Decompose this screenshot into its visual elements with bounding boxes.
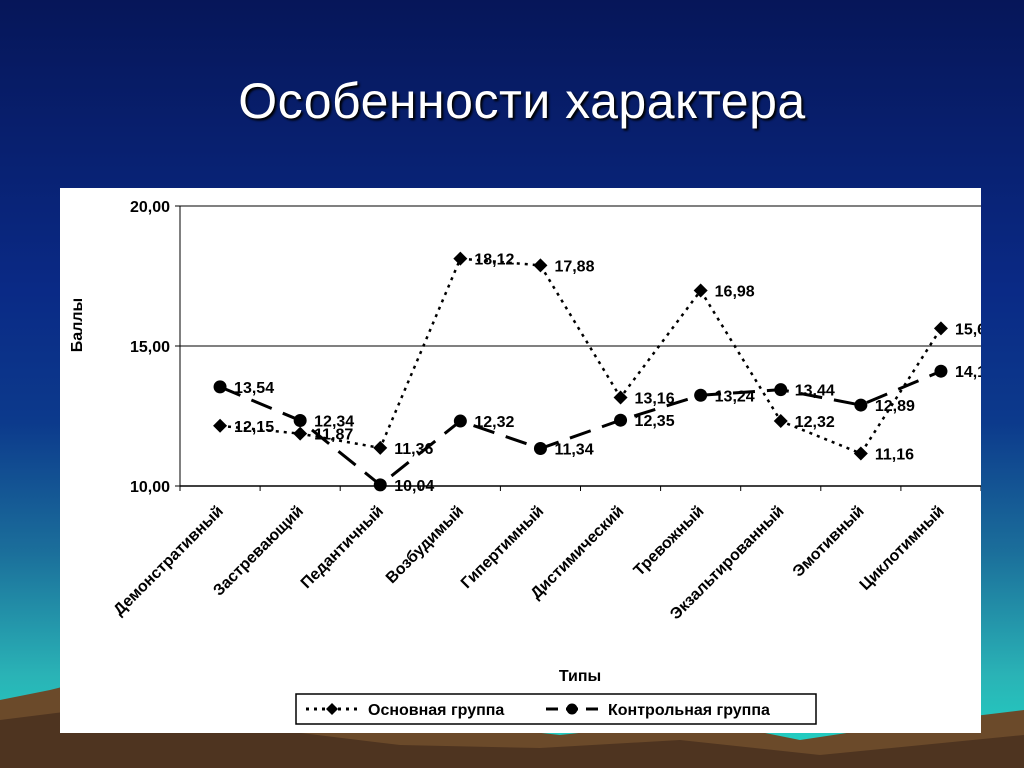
data-point [934,364,948,378]
x-axis: ДемонстративныйЗастревающийПедантичныйВо… [111,485,981,623]
line-chart: 10,00 15,00 20,00 ДемонстративныйЗастреваю… [69,199,981,725]
data-point [373,440,388,455]
y-axis: 10,00 15,00 20,00 [130,199,181,496]
data-point [853,446,868,461]
data-label: 11,87 [314,427,353,444]
legend-label: Контрольная группа [608,702,770,719]
x-tick-label: Демонстративный [111,503,227,619]
series-line [219,369,942,487]
data-label: 13,44 [795,383,835,400]
legend-label: Основная группа [368,702,504,719]
series-markers [213,251,948,492]
data-label: 12,89 [875,398,915,415]
x-tick-label: Застревающий [210,503,307,600]
data-label: 17,88 [554,258,594,275]
chart-panel: 10,00 15,00 20,00 Демонстративный Застреваю… [60,188,981,733]
data-point [213,380,227,394]
data-label: 12,32 [474,414,514,431]
data-point [933,321,948,336]
data-label: 12,35 [635,413,675,430]
x-tick-label: Гипертимный [458,503,547,592]
data-point [293,426,308,441]
x-tick-label: Тревожный [631,503,708,580]
data-point [693,283,708,298]
data-label: 13,24 [715,388,755,405]
data-label: 10,04 [394,478,434,495]
x-tick-label: Циклотимный [857,503,948,594]
data-label: 11,16 [875,447,914,464]
slide-title: Особенности характера [238,73,806,129]
x-axis-title: Типы [559,668,601,685]
data-label: 14,10 [955,364,981,381]
data-label: 13,54 [234,380,274,397]
series-line [219,257,943,456]
data-label: 16,98 [715,284,755,301]
x-tick-label: Эмотивный [790,503,868,581]
data-point [373,478,387,492]
data-point [213,418,228,433]
legend-marker [566,703,578,715]
y-tick-label: 20,00 [130,199,170,216]
legend-marker [326,703,338,715]
data-point [694,388,708,402]
data-point [613,390,628,405]
data-label: 18,12 [474,252,514,269]
data-label: 11,36 [394,441,433,458]
y-tick-label: 15,00 [130,339,170,356]
data-label: 12,34 [314,413,354,430]
data-point [614,413,628,427]
data-label: 11,34 [554,441,593,458]
data-point [773,414,788,429]
x-tick-label: Возбудимый [383,503,467,587]
series-lines [219,257,943,487]
data-point [854,398,868,412]
data-label: 13,16 [635,391,675,408]
data-label: 12,15 [234,419,274,436]
data-point [533,258,548,273]
x-tick-label: Педантичный [298,503,387,592]
data-point [453,414,467,428]
data-point [533,441,547,455]
y-tick-label: 10,00 [130,479,170,496]
data-point [774,383,788,397]
y-axis-title: Баллы [69,298,86,352]
data-point [293,413,307,427]
data-label: 12,32 [795,414,835,431]
data-labels: 12,15 11,87 11,36 18,12 17,88 13,16 16,98 12,32… [234,252,981,495]
legend: Основная группа Контрольная группа [295,693,817,725]
data-label: 15,63 [955,321,981,338]
data-point [453,251,468,266]
